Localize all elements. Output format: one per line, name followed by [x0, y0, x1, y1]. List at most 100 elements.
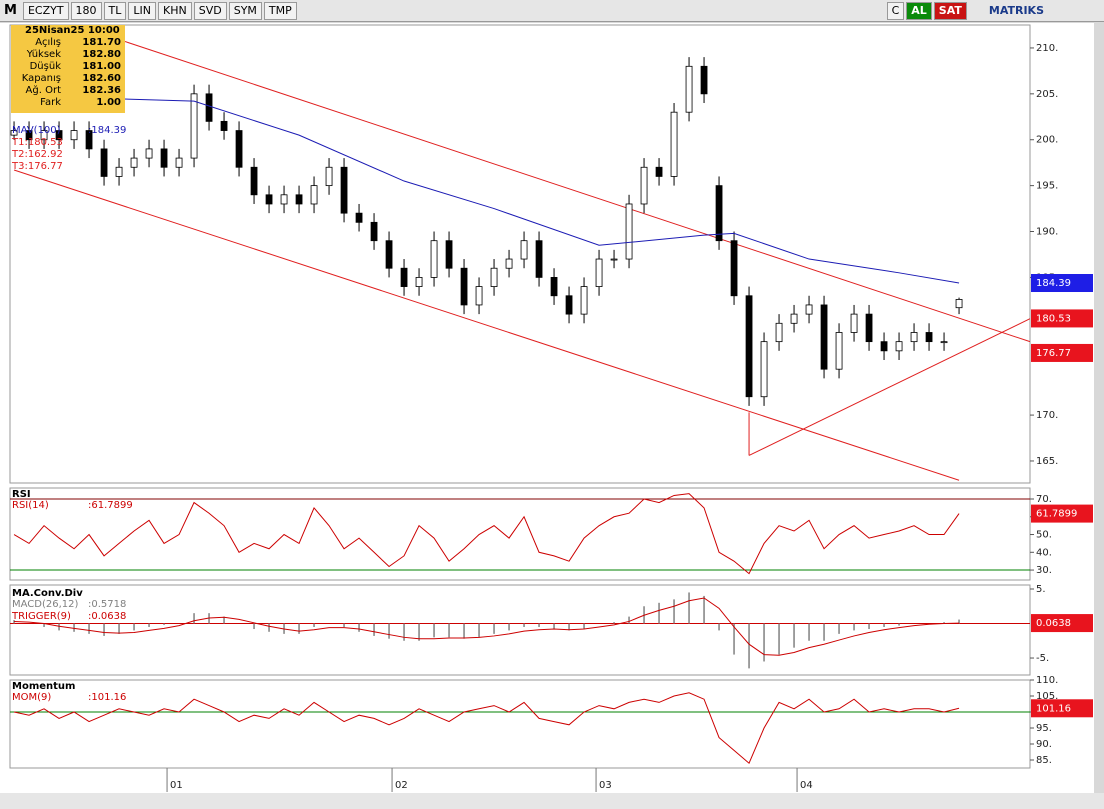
info-title: 25Nisan25 10:00: [25, 25, 120, 36]
candle-body: [595, 258, 603, 287]
candle-body: [940, 341, 948, 344]
candle-body: [25, 130, 33, 141]
candle-body: [415, 277, 423, 287]
info-value: 181.70: [82, 37, 121, 48]
info-label: Yüksek: [26, 49, 61, 60]
toolbar-button[interactable]: TL: [103, 1, 127, 20]
toolbar-button[interactable]: ECZYT: [22, 1, 69, 20]
pane-frame: [9, 584, 1031, 676]
candle-body: [160, 148, 168, 168]
legend-value: :0.5718: [88, 599, 126, 610]
value-marker: [1031, 699, 1093, 718]
candle-body: [280, 194, 288, 205]
candle-body: [175, 157, 183, 168]
y-tick-label: 50.: [1036, 530, 1052, 541]
candle-body: [760, 341, 768, 398]
pane-frame: [9, 679, 1031, 769]
y-tick-label: 40.: [1036, 547, 1052, 558]
legend-name: MACD(26,12): [12, 599, 79, 610]
candle-body: [205, 93, 213, 122]
toolbar-button[interactable]: TMP: [263, 1, 297, 20]
value-marker-label: 61.7899: [1036, 509, 1077, 520]
info-value: 182.80: [82, 49, 121, 60]
candle-body: [370, 221, 378, 242]
candle-body: [340, 166, 348, 214]
y-tick-label: 170.: [1036, 410, 1058, 421]
candle-body: [670, 111, 678, 177]
candle-body: [220, 120, 228, 131]
toolbar: M ECZYT 180 TL LIN KHN SVD SYM TMP C AL SAT MATRIK…: [0, 0, 1104, 22]
toolbar-button[interactable]: SVD: [193, 1, 227, 20]
value-marker: [1031, 309, 1093, 328]
toolbar-button[interactable]: AL: [906, 1, 932, 20]
trend-line: [748, 318, 1031, 456]
indicator-line: [13, 692, 960, 765]
candle-body: [865, 313, 873, 343]
candle-body: [250, 166, 258, 196]
info-value: 181.00: [82, 61, 121, 72]
indicator-line: [14, 597, 960, 656]
legend-name: T1:180.53: [11, 137, 63, 148]
y-tick-label: 85.: [1036, 755, 1052, 766]
y-tick-label: 5.: [1036, 584, 1046, 595]
candle-body: [190, 93, 198, 159]
candle-body: [310, 185, 318, 205]
x-tick-label: 03: [599, 780, 612, 791]
mav-line: [13, 97, 960, 284]
candle-body: [550, 277, 558, 297]
y-tick-label: 195.: [1036, 181, 1058, 192]
candle-body: [850, 313, 858, 333]
value-marker: [1031, 274, 1093, 293]
y-tick-label: 200.: [1036, 135, 1058, 146]
info-label: Düşük: [29, 61, 61, 72]
candle-body: [655, 166, 663, 177]
info-row: Ağ. Ort 182.36: [11, 85, 125, 97]
value-marker: [1031, 614, 1093, 633]
candle-body: [910, 332, 918, 343]
toolbar-button[interactable]: C: [886, 1, 905, 20]
toolbar-button[interactable]: SYM: [228, 1, 262, 20]
pane-title: MA.Conv.Div: [12, 588, 83, 599]
value-marker-label: 180.53: [1036, 313, 1071, 324]
candle-body: [490, 267, 498, 287]
candle-body: [130, 157, 138, 168]
toolbar-button[interactable]: KHN: [158, 1, 192, 20]
legend-name: MAV(100): [12, 125, 61, 136]
candle-body: [745, 295, 753, 398]
toolbar-right: C AL SAT MATRIKS: [886, 1, 1044, 20]
candle-body: [325, 166, 333, 187]
candle-body: [235, 130, 243, 168]
pane-frame: [9, 487, 1031, 581]
trend-line: [13, 169, 960, 481]
x-tick-label: 01: [170, 780, 183, 791]
info-row: Fark 1.00: [11, 97, 125, 109]
pane-frame: [9, 24, 1031, 484]
legend-name: MOM(9): [12, 692, 51, 703]
toolbar-items: ECZYT 180 TL LIN KHN SVD SYM TMP: [22, 1, 299, 20]
info-value: 1.00: [96, 97, 121, 108]
legend-name: T2:162.92: [11, 149, 63, 160]
y-tick-label: 90.: [1036, 739, 1052, 750]
candle-body: [625, 203, 633, 260]
y-tick-label: 110.: [1036, 675, 1058, 686]
info-label: Kapanış: [21, 73, 61, 84]
candle-body: [10, 130, 18, 136]
toolbar-button[interactable]: SAT: [933, 1, 967, 20]
candle-body: [925, 332, 933, 343]
candle-body: [700, 65, 708, 95]
value-marker: [1031, 343, 1093, 362]
info-row: Kapanış 182.60: [11, 73, 125, 85]
candle-body: [70, 130, 78, 141]
toolbar-button[interactable]: 180: [70, 1, 102, 20]
y-tick-label: 165.: [1036, 456, 1058, 467]
x-tick-label: 04: [800, 780, 813, 791]
candle-body: [145, 148, 153, 159]
candle-body: [295, 194, 303, 205]
toolbar-button[interactable]: LIN: [128, 1, 157, 20]
candle-body: [640, 166, 648, 205]
y-tick-label: 30.: [1036, 565, 1052, 576]
bottom-bar: [0, 793, 1104, 809]
info-row: Yüksek 182.80: [11, 49, 125, 61]
